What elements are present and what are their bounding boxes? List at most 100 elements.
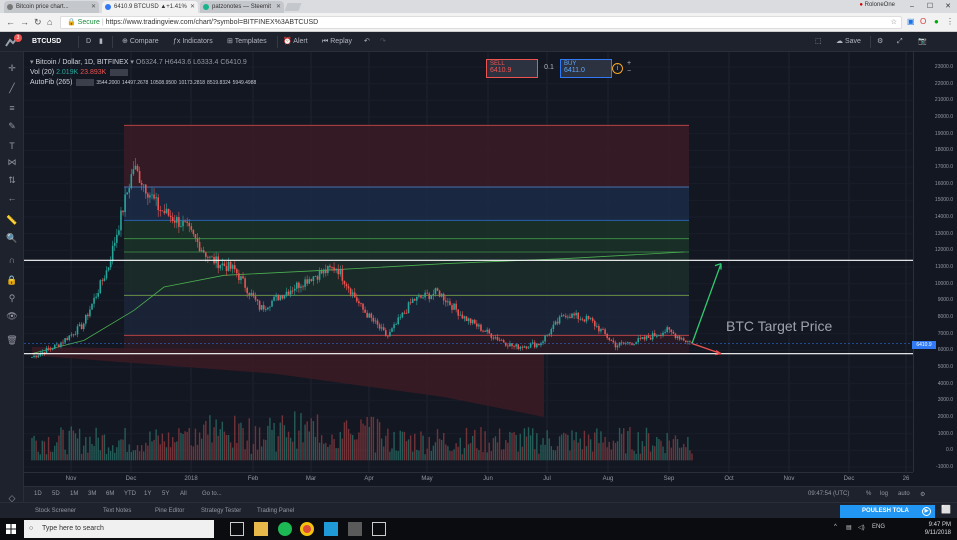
legend-controls[interactable] bbox=[76, 78, 95, 86]
sell-button[interactable]: SELL 6410.9 bbox=[486, 59, 538, 78]
browser-tab-3[interactable]: patzonotes — Steemit ✕ bbox=[200, 1, 284, 13]
menu-dots-icon[interactable]: ⋮ bbox=[946, 17, 954, 26]
zoom-icon[interactable]: 🔍 bbox=[6, 233, 18, 243]
range-5y[interactable]: 5Y bbox=[162, 491, 170, 497]
chrome-icon[interactable] bbox=[300, 522, 314, 536]
panel-expand-icon[interactable]: ⬜ bbox=[941, 505, 951, 514]
interval-button[interactable]: D bbox=[86, 38, 92, 45]
tray-up-arrow-icon[interactable]: ^ bbox=[834, 524, 837, 530]
ruler-icon[interactable]: 📏 bbox=[6, 215, 18, 225]
clock-display[interactable]: 09:47:54 (UTC) bbox=[808, 491, 850, 497]
extension-green-icon[interactable]: ● bbox=[934, 17, 939, 26]
percent-toggle[interactable]: % bbox=[866, 491, 872, 497]
text-icon[interactable]: T bbox=[9, 141, 15, 151]
broker-connect-button[interactable]: POULESH TOLA ▶ bbox=[840, 505, 935, 518]
file-explorer-icon[interactable] bbox=[254, 522, 268, 536]
close-tab-icon[interactable]: ✕ bbox=[275, 4, 281, 10]
maximize-icon[interactable]: ☐ bbox=[926, 3, 934, 10]
hide-drawings-icon[interactable]: ⚲ bbox=[8, 293, 16, 303]
close-tab-icon[interactable]: ✕ bbox=[189, 4, 195, 10]
extension-icon[interactable]: ▣ bbox=[907, 17, 915, 26]
axis-settings-gear-icon[interactable]: ⚙ bbox=[920, 492, 926, 498]
range-all[interactable]: All bbox=[180, 491, 187, 497]
task-view-icon[interactable] bbox=[230, 522, 244, 536]
compare-button[interactable]: ⊕ Compare bbox=[122, 32, 159, 52]
replay-button[interactable]: ⏮ Replay bbox=[322, 32, 352, 52]
collapse-legend-icon[interactable]: ▾ bbox=[30, 59, 36, 66]
fib-icon[interactable]: ≡ bbox=[9, 103, 15, 113]
bookmark-star-icon[interactable]: ☆ bbox=[890, 19, 897, 26]
range-1m[interactable]: 1M bbox=[70, 491, 79, 497]
range-6m[interactable]: 6M bbox=[106, 491, 115, 497]
taskbar-clock[interactable]: 9:47 PM 9/11/2018 bbox=[925, 521, 951, 537]
app-icon-blue[interactable] bbox=[324, 522, 338, 536]
url-field[interactable]: 🔒 Secure | https://www.tradingview.com/c… bbox=[60, 16, 902, 29]
crosshair-icon[interactable]: ✛ bbox=[8, 63, 16, 73]
back-arrow-icon[interactable]: ← bbox=[6, 17, 15, 27]
redo-icon[interactable]: ↷ bbox=[380, 38, 386, 45]
quantity-stepper[interactable]: + − bbox=[627, 60, 631, 76]
legend-dropdown-icon[interactable]: ▾ bbox=[130, 59, 136, 66]
range-5d[interactable]: 5D bbox=[52, 491, 60, 497]
trash-icon[interactable]: 🗑 bbox=[6, 335, 18, 345]
brush-icon[interactable]: ✎ bbox=[8, 121, 16, 131]
plus-icon[interactable]: + bbox=[627, 60, 632, 67]
range-1y[interactable]: 1Y bbox=[144, 491, 152, 497]
symbol-search[interactable]: BTCUSD bbox=[32, 38, 62, 45]
pattern-icon[interactable]: ⋈ bbox=[7, 157, 17, 167]
language-indicator[interactable]: ENG bbox=[872, 524, 886, 530]
back-arrow-icon[interactable]: ← bbox=[7, 193, 17, 203]
auto-toggle[interactable]: auto bbox=[898, 491, 910, 497]
prediction-icon[interactable]: ⇅ bbox=[8, 175, 16, 185]
go-to-date[interactable]: Go to... bbox=[202, 491, 222, 497]
price-chart[interactable] bbox=[24, 52, 913, 472]
browser-profile[interactable]: ● RoloneOne bbox=[859, 2, 895, 8]
alert-button[interactable]: ⏰ Alert bbox=[283, 32, 308, 52]
new-tab-button[interactable] bbox=[284, 3, 302, 11]
app-icon-grid[interactable] bbox=[372, 522, 386, 536]
settings-gear-icon[interactable]: ⚙ bbox=[877, 38, 884, 45]
forward-arrow-icon[interactable]: → bbox=[20, 17, 29, 27]
layout-icon[interactable]: ⬚ bbox=[815, 38, 822, 45]
minus-icon[interactable]: − bbox=[627, 68, 632, 75]
trend-line-icon[interactable]: ╱ bbox=[9, 83, 15, 93]
taskbar-search-input[interactable]: ○ Type here to search bbox=[24, 520, 214, 538]
fullscreen-icon[interactable]: ⤢ bbox=[897, 38, 903, 45]
range-3m[interactable]: 3M bbox=[88, 491, 97, 497]
network-icon[interactable]: ▤ bbox=[846, 525, 852, 531]
magnet-icon[interactable]: ∩ bbox=[8, 255, 16, 265]
app-icon-gray[interactable] bbox=[348, 522, 362, 536]
close-window-icon[interactable]: ✕ bbox=[945, 3, 951, 10]
volume-icon[interactable]: ◁) bbox=[858, 525, 865, 531]
collapse-icon[interactable]: ◇ bbox=[8, 493, 16, 503]
target-price-annotation[interactable]: BTC Target Price bbox=[726, 318, 833, 334]
time-axis[interactable]: Nov Dec 2018 Feb Mar Apr May Jun Jul Aug Sep Oct Nov… bbox=[24, 472, 913, 486]
range-1d[interactable]: 1D bbox=[34, 491, 42, 497]
buy-button[interactable]: BUY 6411.0 bbox=[560, 59, 612, 78]
templates-button[interactable]: ⊞ Templates bbox=[227, 32, 267, 52]
reload-icon[interactable]: ↻ bbox=[34, 17, 42, 27]
indicators-button[interactable]: ƒx Indicators bbox=[173, 32, 213, 52]
tab-stock-screener[interactable]: Stock Screener bbox=[35, 508, 77, 514]
tab-pine-editor[interactable]: Pine Editor bbox=[155, 508, 185, 514]
tab-text-notes[interactable]: Text Notes bbox=[103, 508, 132, 514]
camera-icon[interactable]: 📷 bbox=[918, 38, 927, 45]
minimize-icon[interactable]: – bbox=[910, 3, 914, 10]
log-toggle[interactable]: log bbox=[880, 491, 889, 497]
save-button[interactable]: ☁ Save bbox=[836, 32, 861, 52]
browser-tab-1[interactable]: Bitcoin price chart... ✕ bbox=[4, 1, 99, 13]
browser-tab-2[interactable]: 6410.9 BTCUSD ▲+1.41% ✕ bbox=[102, 1, 198, 13]
price-axis[interactable]: 23000.0 22000.0 21000.0 20000.0 19000.0 18000… bbox=[913, 52, 957, 472]
range-ytd[interactable]: YTD bbox=[124, 491, 136, 497]
windows-start-icon[interactable] bbox=[6, 524, 16, 534]
chart-style-icon[interactable]: ▮ bbox=[99, 38, 103, 45]
lock-drawings-icon[interactable]: 🔒 bbox=[6, 275, 18, 285]
tab-trading-panel[interactable]: Trading Panel bbox=[257, 508, 295, 514]
opera-icon[interactable]: O bbox=[920, 17, 927, 26]
home-icon[interactable]: ⌂ bbox=[47, 17, 53, 27]
undo-icon[interactable]: ↶ bbox=[364, 38, 370, 45]
tab-strategy-tester[interactable]: Strategy Tester bbox=[201, 508, 242, 514]
eye-icon[interactable]: 👁 bbox=[6, 311, 18, 321]
close-tab-icon[interactable]: ✕ bbox=[90, 4, 96, 10]
chart-canvas[interactable] bbox=[24, 52, 913, 472]
